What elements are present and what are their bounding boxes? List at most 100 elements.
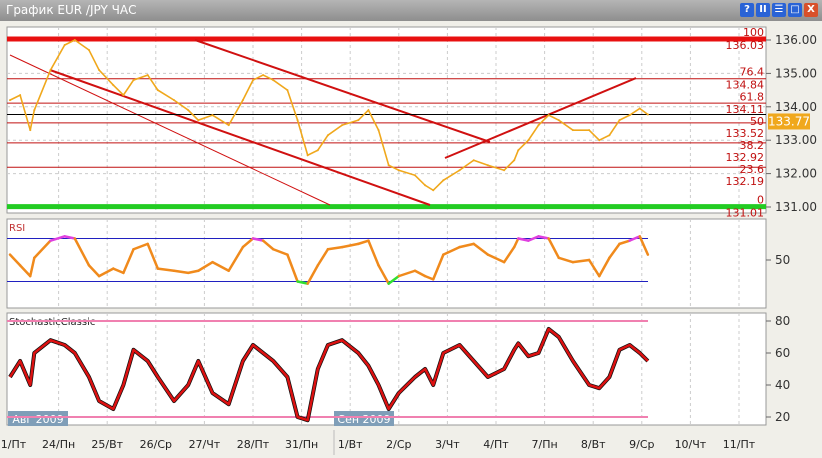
day-label: 27/Чт	[189, 438, 221, 451]
price-point	[387, 164, 390, 167]
day-label: 3/Чт	[435, 438, 460, 451]
rsi-segment	[73, 237, 91, 267]
price-point	[377, 129, 380, 132]
fib-price-label: 131.01	[726, 207, 765, 220]
price-point	[211, 114, 214, 117]
price-point	[503, 169, 506, 172]
close-button[interactable]: X	[804, 3, 818, 17]
price-point	[472, 159, 475, 162]
rsi-segment	[547, 237, 561, 260]
stochastic-tick-label: 20	[775, 410, 790, 424]
day-label: 21/Пт	[0, 438, 27, 451]
day-label: 9/Ср	[629, 438, 654, 451]
stochastic-series	[8, 327, 649, 422]
price-point	[132, 79, 135, 82]
rsi-segment	[340, 242, 360, 249]
price-point	[571, 129, 574, 132]
rsi-segment	[49, 235, 66, 242]
price-point	[547, 114, 550, 117]
price-point	[49, 69, 52, 72]
rsi-tick-label: 50	[775, 253, 790, 267]
stochastic-tick-label: 60	[775, 346, 790, 360]
rsi-segment	[458, 242, 475, 249]
month-badge	[8, 411, 68, 426]
rsi-segment	[423, 274, 435, 281]
stochastic-label: StochasticClassic	[9, 317, 95, 328]
fib-level-label: 76.4	[740, 66, 765, 79]
rsi-segment	[587, 258, 601, 278]
rsi-segment	[608, 242, 621, 260]
pause-button[interactable]: II	[756, 3, 770, 17]
rsi-segment	[357, 239, 370, 246]
rsi-label: RSI	[9, 223, 25, 234]
price-point	[29, 129, 32, 132]
fib-price-label: 133.52	[726, 127, 765, 140]
price-tick-label: 133.00	[775, 133, 817, 147]
price-point	[442, 179, 445, 182]
rsi-segment	[442, 245, 461, 256]
rsi-segment	[512, 237, 520, 249]
price-point	[156, 89, 159, 92]
rsi-segment	[413, 269, 427, 278]
price-point	[486, 164, 489, 167]
rsi-segment	[502, 245, 516, 264]
price-point	[187, 109, 190, 112]
rsi-segment	[272, 248, 289, 256]
fib-price-label: 136.03	[726, 39, 765, 52]
price-point	[87, 49, 90, 52]
price-point	[262, 74, 265, 77]
price-point	[326, 134, 329, 137]
rsi-segment	[172, 269, 190, 275]
rsi-segment	[156, 267, 176, 272]
price-point	[63, 44, 66, 47]
rsi-segment	[18, 264, 32, 278]
price-point	[618, 119, 621, 122]
rsi-segment	[33, 239, 52, 260]
rsi-segment	[326, 245, 344, 251]
fib-level-label: 61.8	[740, 91, 765, 104]
day-label: 24/Пн	[42, 438, 75, 451]
price-tick-label: 136.00	[775, 33, 817, 47]
price-point	[527, 139, 530, 142]
panel-0	[6, 26, 767, 214]
rsi-segment	[251, 237, 265, 242]
rsi-segment	[517, 237, 530, 242]
price-point	[608, 134, 611, 137]
price-point	[33, 109, 36, 112]
price-point	[367, 109, 370, 112]
rsi-segment	[241, 237, 255, 249]
current-price-badge	[768, 113, 810, 130]
price-point	[537, 124, 540, 127]
price-tick-label: 132.00	[775, 167, 817, 181]
rsi-segment	[63, 235, 77, 240]
rsi-segment	[197, 260, 214, 272]
day-label: 31/Пн	[285, 438, 318, 451]
rsi-segment	[186, 269, 200, 275]
menu-button[interactable]: ☰	[772, 3, 786, 17]
rsi-segment	[571, 258, 591, 264]
price-point	[598, 139, 601, 142]
price-series	[9, 39, 649, 192]
help-button[interactable]: ?	[740, 3, 754, 17]
window-title: График EUR /JPY ЧАС	[6, 3, 137, 17]
rsi-segment	[261, 239, 275, 251]
rsi-segment	[316, 248, 330, 267]
current-price-label: 133.77	[768, 114, 810, 128]
price-point	[513, 159, 516, 162]
rsi-segment	[486, 253, 506, 264]
day-label: 26/Ср	[140, 438, 172, 451]
price-point	[19, 94, 22, 97]
price-point	[173, 99, 176, 102]
day-label: 2/Ср	[386, 438, 411, 451]
month-label: Сен 2009	[337, 413, 390, 426]
rsi-segment	[227, 245, 245, 272]
rsi-segment	[306, 264, 320, 285]
day-label: 11/Пт	[723, 438, 756, 451]
maximize-button[interactable]: □	[788, 3, 802, 17]
day-label: 1/Вт	[338, 438, 363, 451]
day-label: 8/Вт	[581, 438, 606, 451]
stochastic-tick-label: 80	[775, 314, 790, 328]
stochastic-tick-label: 40	[775, 378, 790, 392]
rsi-segment	[628, 235, 642, 242]
